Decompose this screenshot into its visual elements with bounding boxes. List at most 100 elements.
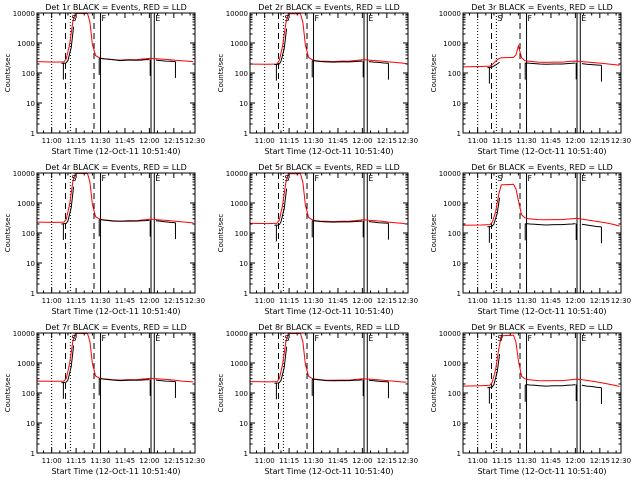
y-tick-label: 1000 xyxy=(443,200,461,208)
y-axis-label: Counts/sec xyxy=(217,374,225,413)
plot-frame xyxy=(36,172,196,294)
x-axis-label: Start Time (12-Oct-11 10:51:40) xyxy=(51,467,180,476)
y-tick-label: 1 xyxy=(457,130,461,138)
series-line-lld xyxy=(463,44,620,68)
x-tick-label: 11:15 xyxy=(492,137,512,145)
marker-label: F xyxy=(102,14,107,23)
x-tick-label: 12:00 xyxy=(139,297,159,305)
panel-title: Det 5r BLACK = Events, RED = LLD xyxy=(258,163,400,172)
marker-label: E xyxy=(581,14,586,23)
x-tick-label: 11:30 xyxy=(303,137,323,145)
x-tick-label: 12:00 xyxy=(352,457,372,465)
y-axis-label: Counts/sec xyxy=(217,214,225,253)
y-axis-label: Counts/sec xyxy=(430,54,438,93)
x-tick-label: 11:45 xyxy=(541,457,561,465)
plot-frame xyxy=(249,12,409,134)
marker-label: E xyxy=(368,14,373,23)
y-tick-label: 1 xyxy=(244,130,248,138)
y-tick-label: 100 xyxy=(448,70,461,78)
panel-1: Det 1r BLACK = Events, RED = LLD Counts/s… xyxy=(4,3,205,156)
x-tick-label: 12:00 xyxy=(352,297,372,305)
y-tick-label: 1 xyxy=(31,290,35,298)
x-tick-label: 11:00 xyxy=(468,297,488,305)
y-tick-label: 10 xyxy=(452,260,461,268)
y-tick-label: 100 xyxy=(22,70,35,78)
series-line-events xyxy=(487,197,602,228)
panel-title: Det 8r BLACK = Events, RED = LLD xyxy=(258,323,400,332)
x-tick-label: 11:15 xyxy=(66,457,86,465)
x-tick-label: 12:15 xyxy=(590,297,610,305)
y-axis-label: Counts/sec xyxy=(4,54,12,93)
y-tick-label: 100 xyxy=(235,70,248,78)
x-tick-label: 12:30 xyxy=(398,137,418,145)
marker-label: S xyxy=(71,334,76,343)
y-tick-label: 10000 xyxy=(226,330,248,338)
x-tick-label: 12:30 xyxy=(185,457,205,465)
plot-area xyxy=(250,13,407,133)
x-tick-label: 11:45 xyxy=(541,137,561,145)
marker-label: F xyxy=(528,174,533,183)
series-line-lld xyxy=(463,334,620,387)
y-axis-label: Counts/sec xyxy=(217,54,225,93)
marker-label: F xyxy=(315,334,320,343)
x-tick-label: 12:15 xyxy=(377,457,397,465)
x-tick-label: 11:45 xyxy=(328,137,348,145)
x-tick-label: 11:30 xyxy=(90,137,110,145)
y-tick-label: 100 xyxy=(448,390,461,398)
x-tick-label: 11:30 xyxy=(516,457,536,465)
marker-label: E xyxy=(155,14,160,23)
x-tick-label: 12:15 xyxy=(164,297,184,305)
panel-2: Det 2r BLACK = Events, RED = LLD Counts/s… xyxy=(217,3,418,156)
y-tick-label: 10 xyxy=(452,420,461,428)
x-tick-label: 12:00 xyxy=(139,457,159,465)
panel-4: Det 4r BLACK = Events, RED = LLD Counts/s… xyxy=(4,163,205,316)
y-tick-label: 100 xyxy=(22,230,35,238)
x-tick-label: 11:15 xyxy=(66,137,86,145)
x-tick-label: 11:00 xyxy=(42,297,62,305)
panel-title: Det 9r BLACK = Events, RED = LLD xyxy=(471,323,613,332)
x-tick-label: 12:30 xyxy=(185,137,205,145)
x-axis-label: Start Time (12-Oct-11 10:51:40) xyxy=(264,467,393,476)
x-tick-label: 11:45 xyxy=(115,457,135,465)
panel-title: Det 2r BLACK = Events, RED = LLD xyxy=(258,3,400,12)
y-tick-label: 10000 xyxy=(13,10,35,18)
x-tick-label: 12:00 xyxy=(352,137,372,145)
plot-frame xyxy=(462,12,622,134)
plot-area xyxy=(463,173,620,293)
marker-label: E xyxy=(368,334,373,343)
marker-label: S xyxy=(497,174,502,183)
x-tick-label: 12:15 xyxy=(590,457,610,465)
plot-area xyxy=(37,173,194,293)
x-tick-label: 11:15 xyxy=(279,297,299,305)
y-tick-label: 10 xyxy=(452,100,461,108)
x-tick-label: 12:00 xyxy=(139,137,159,145)
x-tick-label: 12:30 xyxy=(611,297,631,305)
marker-label: E xyxy=(155,334,160,343)
y-tick-label: 10000 xyxy=(13,170,35,178)
marker-label: S xyxy=(497,14,502,23)
y-tick-label: 1000 xyxy=(17,40,35,48)
plot-area xyxy=(463,13,620,133)
x-tick-label: 12:30 xyxy=(611,457,631,465)
plot-frame xyxy=(36,12,196,134)
series-line-lld xyxy=(250,333,407,383)
plot-area xyxy=(250,333,407,453)
x-tick-label: 12:15 xyxy=(377,137,397,145)
x-tick-label: 12:15 xyxy=(377,297,397,305)
plot-area xyxy=(250,173,407,293)
series-line-events xyxy=(61,26,176,64)
x-axis-label: Start Time (12-Oct-11 10:51:40) xyxy=(477,467,606,476)
y-axis-label: Counts/sec xyxy=(430,214,438,253)
marker-label: E xyxy=(581,174,586,183)
x-tick-label: 11:00 xyxy=(468,457,488,465)
panel-7: Det 7r BLACK = Events, RED = LLD Counts/s… xyxy=(4,323,205,476)
x-axis-label: Start Time (12-Oct-11 10:51:40) xyxy=(264,307,393,316)
x-tick-label: 11:30 xyxy=(303,297,323,305)
marker-label: E xyxy=(581,334,586,343)
marker-label: F xyxy=(102,174,107,183)
panel-6: Det 6r BLACK = Events, RED = LLD Counts/s… xyxy=(430,163,631,316)
y-tick-label: 1000 xyxy=(17,360,35,368)
y-tick-label: 1000 xyxy=(230,360,248,368)
marker-label: F xyxy=(102,334,107,343)
panel-title: Det 3r BLACK = Events, RED = LLD xyxy=(471,3,613,12)
